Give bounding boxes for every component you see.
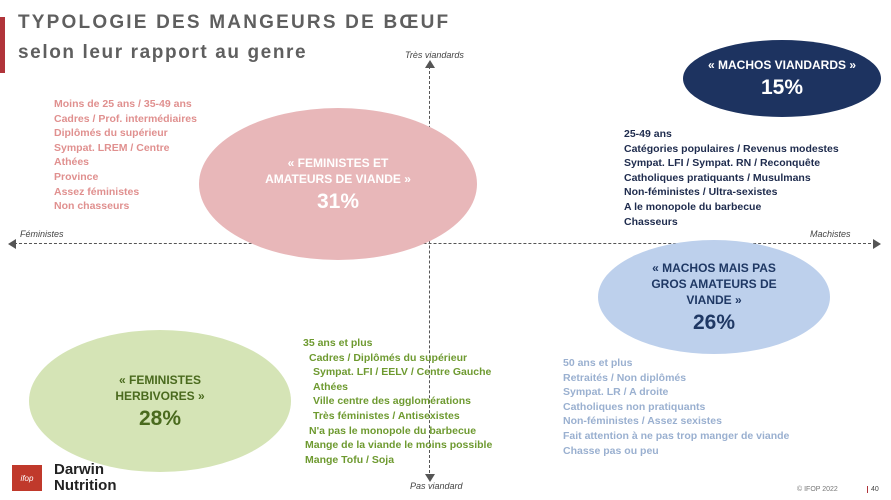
segment-machos-viandards: « MACHOS VIANDARDS » 15% [683, 40, 881, 117]
trait-item: Très féministes / Antisexistes [313, 409, 460, 422]
segment-name-line: AMATEURS DE VIANDE » [265, 171, 411, 186]
brand-line: Darwin [54, 461, 105, 478]
trait-item: Catholiques pratiquants / Musulmans [624, 171, 811, 184]
trait-item: Ville centre des agglomérations [313, 395, 471, 408]
trait-item: Sympat. LREM / Centre [54, 141, 170, 154]
segment-name-line: « FEMINISTES [118, 372, 201, 387]
page-number: 40 [867, 486, 879, 493]
trait-item: 25-49 ans [624, 128, 672, 140]
traits-machos-viandards: 25-49 ans Catégories populaires / Revenus… [624, 127, 839, 229]
trait-item: Non-féministes / Ultra-sexistes [624, 186, 778, 199]
traits-feministes-viande: Moins de 25 ans / 35-49 ans Cadres / Prof… [54, 97, 197, 214]
traits-feministes-herbivores: 35 ans et plus Cadres / Diplômés du supér… [303, 336, 492, 467]
segment-name-line: « FEMINISTES ET [287, 155, 389, 170]
darwin-nutrition-logo: Darwin Nutrition [54, 462, 116, 494]
traits-machos-pas-gros: 50 ans et plus Retraités / Non diplômés Sy… [563, 356, 789, 458]
trait-item: Non chasseurs [54, 200, 130, 213]
segment-name-line: « MACHOS VIANDARDS » [707, 58, 857, 72]
trait-item: Athées [313, 380, 349, 393]
axis-label-top: Très viandards [405, 50, 464, 60]
trait-item: N'a pas le monopole du barbecue [309, 424, 477, 437]
arrow-down-icon [425, 474, 435, 482]
segment-percentage: 26% [692, 310, 736, 334]
arrow-right-icon [873, 239, 881, 249]
axis-label-bottom: Pas viandard [410, 481, 463, 491]
trait-item: Athées [54, 156, 90, 169]
trait-item: A le monopole du barbecue [624, 200, 762, 213]
trait-item: Mange Tofu / Soja [305, 453, 395, 466]
page-title: TYPOLOGIE DES MANGEURS DE BŒUF [18, 12, 451, 33]
segment-percentage: 28% [138, 406, 182, 430]
trait-item: Cadres / Diplômés du supérieur [309, 351, 468, 364]
trait-item: 50 ans et plus [563, 357, 633, 369]
trait-item: Chasse pas ou peu [563, 444, 659, 457]
trait-item: Non-féministes / Assez sexistes [563, 415, 722, 428]
arrow-left-icon [8, 239, 16, 249]
trait-item: Province [54, 170, 99, 183]
segment-machos-pas-gros: « MACHOS MAIS PAS GROS AMATEURS DE VIAND… [598, 240, 830, 354]
trait-item: Sympat. LFI / Sympat. RN / Reconquête [624, 157, 821, 170]
copyright: © IFOP 2022 [797, 486, 838, 493]
axis-label-right: Machistes [810, 229, 851, 239]
horizontal-axis [14, 243, 876, 244]
ifop-logo: ifop [12, 465, 42, 491]
trait-item: Diplômés du supérieur [54, 127, 168, 140]
axis-label-left: Féministes [20, 229, 64, 239]
page-subtitle: selon leur rapport au genre [18, 42, 308, 63]
segment-name-line: HERBIVORES » [115, 388, 205, 403]
vertical-axis [429, 66, 430, 478]
segment-name-line: « MACHOS MAIS PAS [652, 260, 776, 275]
trait-item: Retraités / Non diplômés [563, 371, 687, 384]
brand-line: Nutrition [54, 477, 117, 494]
trait-item: Cadres / Prof. intermédiaires [54, 112, 197, 125]
segment-percentage: 31% [316, 189, 360, 213]
segment-percentage: 15% [760, 76, 804, 99]
trait-item: 35 ans et plus [303, 337, 373, 349]
arrow-up-icon [425, 60, 435, 68]
trait-item: Catégories populaires / Revenus modestes [624, 142, 839, 155]
title-accent-bar [0, 17, 5, 73]
trait-item: Sympat. LFI / EELV / Centre Gauche [313, 366, 492, 379]
trait-item: Chasseurs [624, 215, 678, 228]
segment-name-line: VIANDE » [686, 292, 742, 307]
segment-name-line: GROS AMATEURS DE [651, 276, 777, 291]
trait-item: Sympat. LR / A droite [563, 386, 669, 399]
trait-item: Fait attention à ne pas trop manger de v… [563, 429, 790, 442]
trait-item: Mange de la viande le moins possible [305, 439, 493, 452]
trait-item: Assez féministes [54, 185, 140, 198]
trait-item: Catholiques non pratiquants [563, 400, 706, 413]
segment-feministes-herbivores: « FEMINISTES HERBIVORES » 28% [29, 330, 291, 472]
segment-feministes-viande: « FEMINISTES ET AMATEURS DE VIANDE » 31% [199, 108, 477, 260]
trait-item: Moins de 25 ans / 35-49 ans [54, 98, 192, 110]
